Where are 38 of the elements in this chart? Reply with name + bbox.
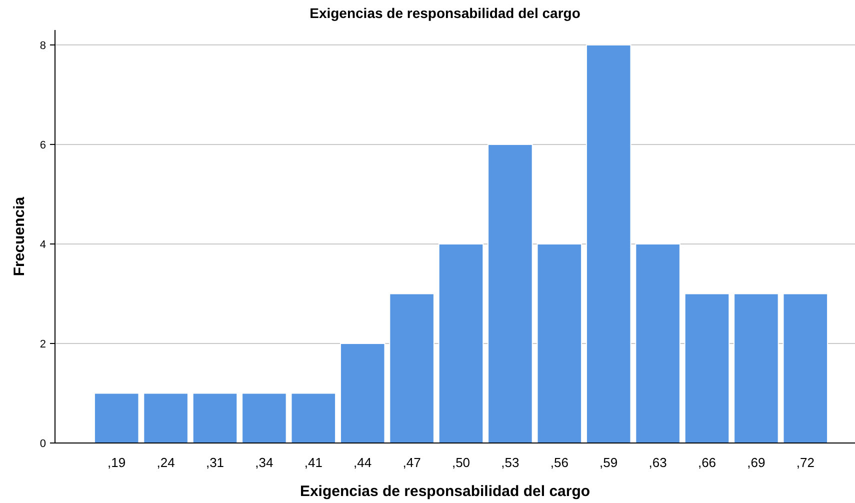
y-tick-label: 8 — [40, 40, 46, 52]
x-tick-label: ,72 — [796, 455, 814, 470]
y-axis-title: Frecuencia — [11, 196, 28, 276]
y-tick-label: 6 — [40, 139, 46, 152]
x-tick-label: ,63 — [648, 455, 667, 470]
bar — [242, 392, 287, 444]
bar — [143, 392, 188, 444]
x-tick-label: ,69 — [747, 455, 766, 470]
x-tick-label: ,41 — [304, 455, 322, 470]
bar — [734, 293, 779, 444]
x-tick-label: ,53 — [501, 455, 520, 470]
x-tick-label: ,56 — [550, 455, 568, 470]
bar — [340, 342, 386, 444]
bar — [684, 293, 730, 444]
x-tick-label: ,59 — [600, 455, 618, 470]
bar — [782, 293, 828, 444]
bar — [488, 144, 533, 444]
bar — [438, 243, 484, 444]
bar — [536, 243, 582, 444]
y-tick-label: 4 — [40, 238, 46, 251]
chart-title: Exigencias de responsabilidad del cargo — [310, 5, 580, 21]
bar — [94, 392, 140, 444]
bar — [192, 392, 238, 444]
y-tick-label: 2 — [40, 338, 46, 350]
bar — [635, 243, 680, 444]
x-tick-label: ,44 — [354, 455, 372, 470]
x-axis-title: Exigencias de responsabilidad del cargo — [300, 483, 590, 500]
y-tick-label: 0 — [40, 438, 46, 450]
bar — [586, 44, 632, 444]
x-tick-label: ,31 — [206, 455, 224, 470]
x-tick-label: ,24 — [156, 455, 175, 470]
bar — [290, 392, 336, 444]
x-tick-label: ,34 — [255, 455, 274, 470]
x-tick-label: ,19 — [108, 455, 126, 470]
bar — [389, 293, 434, 444]
x-tick-label: ,66 — [698, 455, 716, 470]
x-tick-label: ,50 — [452, 455, 470, 470]
x-tick-label: ,47 — [402, 455, 421, 470]
